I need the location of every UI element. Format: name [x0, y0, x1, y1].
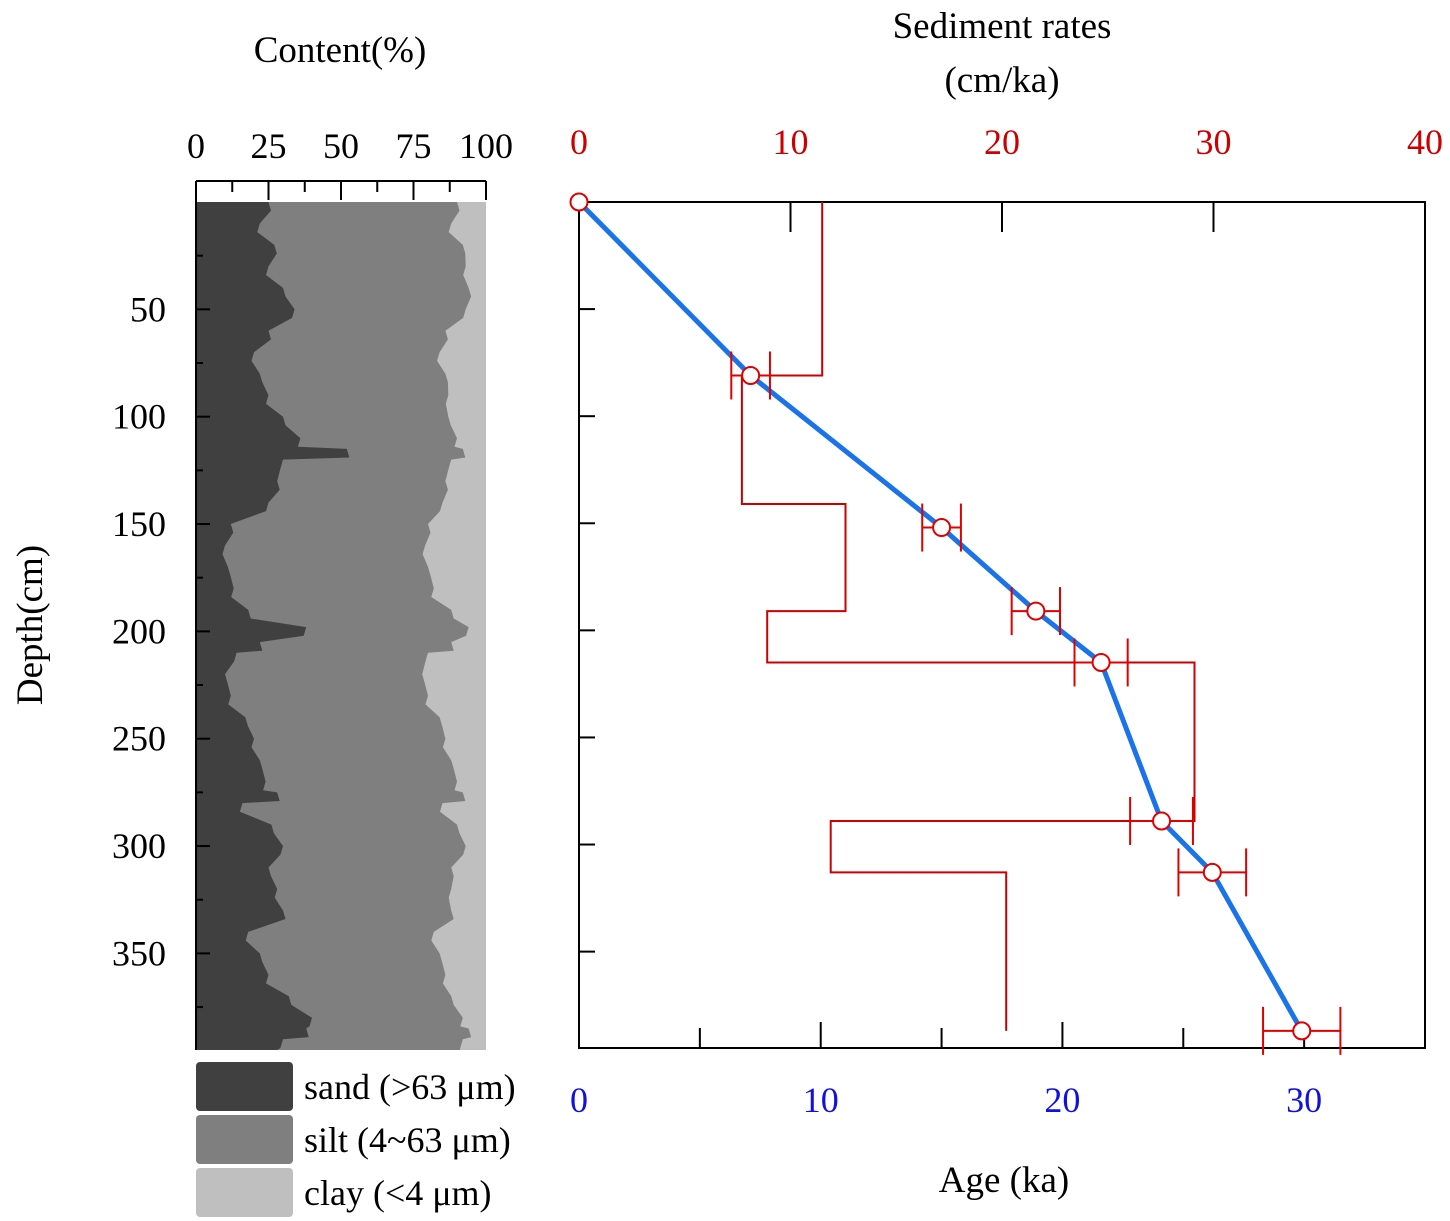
age-rate-panel: 0 10 20 30 40 0 10 20 30 Sediment rates (cm/ka)…: [569, 6, 1443, 1201]
content-x-tick-label: 25: [251, 126, 287, 166]
rate-x-tick-label: 40: [1407, 122, 1443, 162]
sediment-rate-curve: [740, 202, 1196, 1031]
age-point: [1026, 601, 1046, 621]
age-depth-curve: [577, 200, 1304, 1033]
legend-label-clay: clay (<4 μm): [304, 1173, 492, 1213]
content-x-tick-label: 75: [396, 126, 432, 166]
area-sand: [196, 202, 350, 1050]
rate-x-tick-label: 30: [1196, 122, 1232, 162]
content-x-tick-label: 50: [323, 126, 359, 166]
age-point: [1292, 1021, 1312, 1041]
content-area-layers: [196, 202, 486, 1050]
rate-x-tick-label: 20: [984, 122, 1020, 162]
legend: sand (>63 μm) silt (4~63 μm) clay (<4 μm…: [196, 1062, 516, 1217]
content-x-tick-label: 100: [459, 126, 513, 166]
depth-tick-label: 300: [112, 826, 166, 866]
rate-x-tick-label: 0: [570, 122, 588, 162]
age-x-ticks: 0 10 20 30: [570, 1022, 1426, 1120]
age-x-tick-label: 10: [803, 1080, 839, 1120]
depth-tick-label: 250: [112, 719, 166, 759]
age-x-tick-label: 20: [1044, 1080, 1080, 1120]
depth-tick-label: 50: [130, 289, 166, 329]
age-points: [569, 192, 1342, 1055]
legend-label-silt: silt (4~63 μm): [304, 1120, 511, 1160]
content-x-tick-label: 0: [187, 126, 205, 166]
legend-swatch-sand: [196, 1062, 293, 1111]
age-point: [1091, 652, 1111, 672]
rate-axis-title: Sediment rates: [893, 6, 1112, 47]
age-point: [1202, 862, 1222, 882]
age-x-tick-label: 0: [570, 1080, 588, 1120]
depth-tick-label: 150: [112, 504, 166, 544]
rate-x-tick-label: 10: [773, 122, 809, 162]
depth-tick-label: 200: [112, 611, 166, 651]
content-y-ticks: 50 100 150 200 250 300 350: [112, 254, 210, 1009]
rate-x-ticks: 0 10 20 30 40: [570, 122, 1443, 232]
age-point: [569, 192, 589, 212]
rate-axis-units: (cm/ka): [944, 60, 1059, 101]
age-point: [932, 518, 952, 538]
age-point: [1152, 811, 1172, 831]
content-x-ticks: 0 25 50 75 100: [187, 126, 513, 200]
depth-axis-title: Depth(cm): [10, 545, 51, 705]
legend-swatch-silt: [196, 1115, 293, 1164]
age-x-tick-label: 30: [1286, 1080, 1322, 1120]
legend-swatch-clay: [196, 1168, 293, 1217]
age-depth-y-ticks: [579, 308, 595, 953]
content-panel: 0 25 50 75 100 50 100 150 200 250 300 350 Content(…: [10, 30, 513, 1050]
depth-tick-label: 100: [112, 397, 166, 437]
age-axis-title: Age (ka): [939, 1160, 1069, 1201]
age-point: [741, 365, 761, 385]
legend-label-sand: sand (>63 μm): [304, 1067, 516, 1107]
depth-tick-label: 350: [112, 933, 166, 973]
sediment-rate-steps: [740, 202, 1196, 1031]
content-axis-title: Content(%): [254, 30, 427, 71]
age-depth-line: [577, 200, 1304, 1033]
